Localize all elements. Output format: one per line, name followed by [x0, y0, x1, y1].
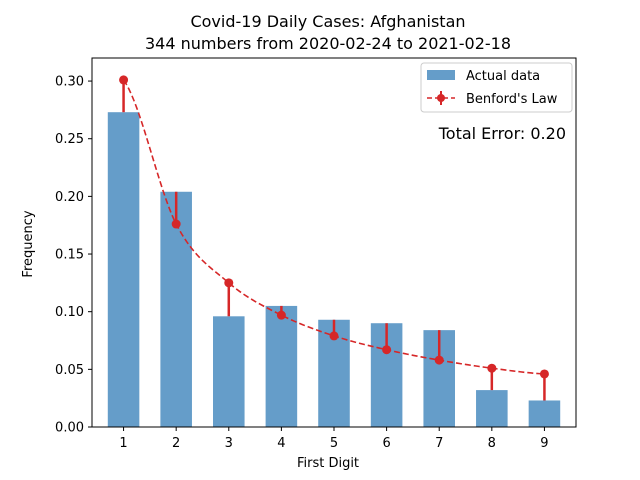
benford-point-digit-8 [487, 363, 497, 373]
benford-point-digit-4 [276, 310, 286, 320]
y-tick-label: 0.30 [55, 75, 84, 90]
legend-marker-swatch [437, 94, 445, 102]
chart-subtitle: 344 numbers from 2020-02-24 to 2021-02-1… [145, 34, 511, 53]
axes-layer: 0.00 0.05 0.10 0.15 0.20 0.25 0.30 1 2 3 4 5 6 7 8 9 [55, 57, 577, 451]
chart-title: Covid-19 Daily Cases: Afghanistan [190, 12, 465, 31]
y-axis-label: Frequency [21, 210, 36, 277]
legend-label-actual: Actual data [466, 69, 540, 84]
y-tick-label: 0.25 [55, 132, 84, 147]
x-tick-label: 1 [119, 436, 127, 451]
bar-digit-1 [107, 112, 140, 428]
y-tick-label: 0.10 [55, 305, 84, 320]
y-tick-label: 0.00 [55, 421, 84, 436]
bar-digit-4 [265, 305, 298, 427]
benford-point-digit-9 [539, 369, 549, 379]
x-tick-label: 4 [277, 436, 285, 451]
y-tick-label: 0.20 [55, 190, 84, 205]
x-tick-label: 2 [172, 436, 180, 451]
benford-point-digit-5 [329, 331, 339, 341]
benford-point-digit-7 [434, 355, 444, 365]
benford-point-digit-6 [382, 345, 392, 355]
x-tick-label: 9 [540, 436, 548, 451]
y-tick-label: 0.05 [55, 363, 84, 378]
benford-point-digit-2 [171, 219, 181, 229]
x-tick-label: 5 [330, 436, 338, 451]
bars-layer [107, 112, 561, 428]
legend-box [420, 62, 573, 113]
y-tick-label: 0.15 [55, 248, 84, 263]
legend-bar-swatch [427, 70, 455, 80]
bar-digit-3 [213, 316, 245, 427]
benford-line-layer [119, 75, 549, 379]
x-tick-label: 7 [435, 436, 443, 451]
legend-label-benford: Benford's Law [466, 92, 558, 107]
bar-digit-2 [160, 191, 192, 427]
legend: Actual data Benford's Law [420, 62, 573, 113]
total-error-annotation: Total Error: 0.20 [438, 124, 566, 143]
x-tick-label: 8 [488, 436, 496, 451]
bar-digit-9 [528, 400, 561, 427]
x-tick-label: 6 [382, 436, 390, 451]
x-tick-label: 3 [225, 436, 233, 451]
x-axis-label: First Digit [297, 456, 359, 471]
benford-point-digit-3 [224, 278, 234, 288]
bar-digit-8 [476, 390, 508, 427]
benford-point-digit-1 [119, 75, 129, 85]
